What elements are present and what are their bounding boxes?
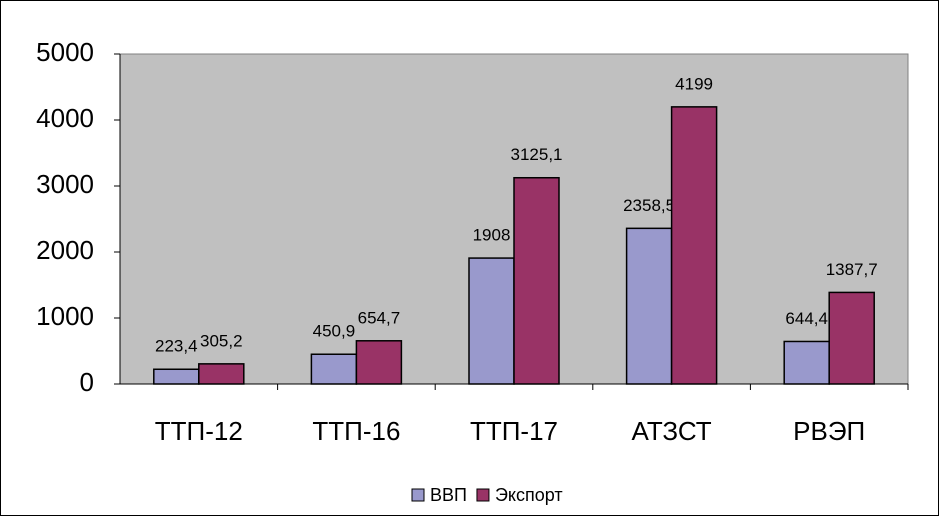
data-label: 644,4 (785, 309, 828, 328)
legend-swatch (411, 488, 425, 502)
data-label: 1908 (473, 226, 511, 245)
x-tick-label: ТТП-17 (470, 416, 558, 446)
bar (310, 353, 358, 385)
x-tick-label: ТТП-12 (155, 416, 243, 446)
bar (198, 363, 245, 385)
data-label: 4199 (675, 74, 713, 93)
y-tick-label: 2000 (36, 235, 94, 265)
y-tick-label: 4000 (36, 103, 94, 133)
x-tick-label: РВЭП (793, 416, 865, 446)
bar (625, 227, 673, 385)
y-tick-label: 0 (80, 367, 94, 397)
y-tick-label: 3000 (36, 169, 94, 199)
y-tick-label: 5000 (36, 37, 94, 67)
data-label: 305,2 (200, 331, 243, 350)
y-tick-label: 1000 (36, 301, 94, 331)
x-tick-label: АТЗСТ (632, 416, 712, 446)
data-label: 2358,5 (623, 196, 675, 215)
bar (670, 106, 718, 385)
legend-label: Экспорт (495, 485, 563, 505)
bar (355, 340, 403, 385)
x-tick-label: ТТП-16 (312, 416, 400, 446)
data-label: 3125,1 (511, 145, 563, 164)
bar (153, 368, 200, 385)
data-label: 1387,7 (826, 260, 878, 279)
bar (828, 291, 875, 385)
data-label: 450,9 (313, 322, 356, 341)
data-label: 223,4 (155, 337, 198, 356)
bar (468, 257, 515, 385)
legend-label: ВВП (430, 485, 467, 505)
data-label: 654,7 (358, 308, 401, 327)
bar (783, 340, 830, 385)
bar (513, 176, 560, 385)
legend-swatch (476, 488, 490, 502)
